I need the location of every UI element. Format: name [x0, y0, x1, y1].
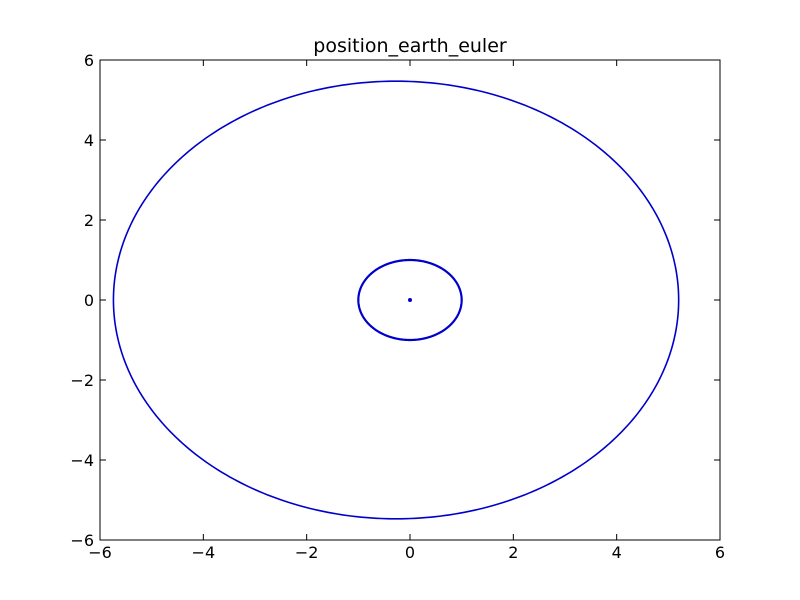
y-tick-label: −6 — [70, 531, 94, 550]
x-tick-label: −4 — [192, 543, 216, 562]
y-tick-label: 4 — [84, 131, 94, 150]
chart-title: position_earth_euler — [313, 35, 507, 57]
axis-tick-labels: −6 −4 −2 0 2 4 6 −6 −4 −2 0 2 4 6 — [70, 51, 725, 562]
orbit-line-2 — [357, 258, 463, 342]
x-tick-label: 2 — [508, 543, 518, 562]
x-tick-label: −2 — [295, 543, 319, 562]
axis-ticks — [99, 59, 721, 541]
y-tick-label: 6 — [84, 51, 94, 70]
x-tick-label: 0 — [405, 543, 415, 562]
x-tick-label: 6 — [715, 543, 725, 562]
x-tick-label: −6 — [88, 543, 112, 562]
x-tick-label: 4 — [612, 543, 622, 562]
center-point — [408, 298, 412, 302]
y-tick-label: 0 — [84, 291, 94, 310]
y-tick-label: −2 — [70, 371, 94, 390]
orbit-line-1 — [112, 80, 680, 520]
plot-marks — [112, 80, 680, 520]
y-tick-label: −4 — [70, 451, 94, 470]
y-tick-label: 2 — [84, 211, 94, 230]
